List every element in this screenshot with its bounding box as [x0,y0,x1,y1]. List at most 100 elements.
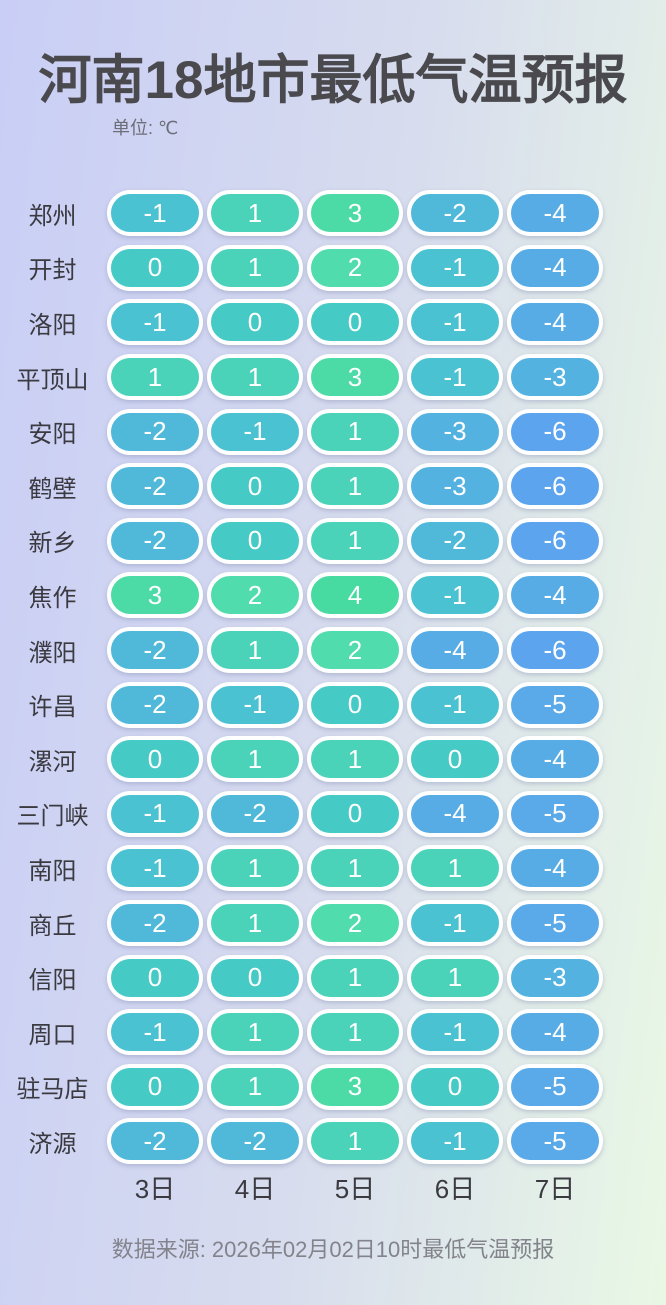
temp-cell: 0 [105,954,205,1001]
table-row: 平顶山 1 1 3 -1 -3 [0,350,666,405]
temp-cell: -4 [505,572,605,619]
temp-pill: 1 [307,954,403,1001]
table-row: 安阳 -2 -1 1 -3 -6 [0,404,666,459]
temp-pill: -3 [407,408,503,455]
temp-pill: 1 [207,1009,303,1056]
temp-pill: 0 [107,244,203,291]
unit-label: 单位: ℃ [112,118,179,138]
temp-cell: -2 [105,517,205,564]
temp-pill: -2 [107,627,203,674]
temp-cell: 1 [305,1118,405,1165]
temp-pill: 1 [307,845,403,892]
table-row: 洛阳 -1 0 0 -1 -4 [0,295,666,350]
temp-pill: 1 [207,190,303,237]
temp-cell: 0 [205,299,305,346]
temp-pill: 3 [307,354,403,401]
temp-pill: -5 [507,1063,603,1110]
temp-pill: 1 [407,845,503,892]
temp-pill: -1 [407,1009,503,1056]
temp-pill: -2 [207,790,303,837]
city-label: 许昌 [28,694,77,722]
temp-cell: -2 [105,408,205,455]
city-label: 南阳 [28,857,77,885]
temp-cell: -1 [405,354,505,401]
temp-cell: -2 [205,790,305,837]
temp-cell: 1 [305,845,405,892]
temp-pill: -3 [507,954,603,1001]
table-row: 驻马店 0 1 3 0 -5 [0,1060,666,1115]
temp-cell: -1 [105,845,205,892]
temp-cell: -6 [505,408,605,455]
temp-cell: -5 [505,1118,605,1165]
temp-pill: -6 [507,627,603,674]
temp-cell: 1 [105,354,205,401]
temp-pill: 1 [307,1118,403,1165]
temp-pill: -5 [507,1118,603,1165]
temp-pill: -4 [507,299,603,346]
city-label: 信阳 [28,967,77,995]
temp-cell: 2 [305,627,405,674]
city-label: 三门峡 [16,803,89,831]
day-label: 3日 [134,1174,176,1204]
table-row: 开封 0 1 2 -1 -4 [0,241,666,296]
temp-pill: 1 [107,354,203,401]
temp-pill: -5 [507,790,603,837]
temp-cell: -3 [405,463,505,510]
temp-pill: -4 [507,572,603,619]
table-row: 济源 -2 -2 1 -1 -5 [0,1114,666,1169]
temp-pill: 1 [207,1063,303,1110]
temp-cell: -3 [505,954,605,1001]
temp-pill: -1 [107,790,203,837]
temp-cell: -3 [505,354,605,401]
page-title: 河南18地市最低气温预报 [38,51,628,110]
temp-cell: 3 [305,1063,405,1110]
temp-cell: -1 [405,900,505,947]
temp-pill: -1 [207,681,303,728]
temp-pill: 0 [307,681,403,728]
temp-cell: -5 [505,790,605,837]
table-row: 三门峡 -1 -2 0 -4 -5 [0,787,666,842]
temp-pill: -4 [507,845,603,892]
temp-pill: 0 [207,299,303,346]
temp-cell: -1 [405,572,505,619]
temp-cell: -2 [405,190,505,237]
temp-pill: 1 [307,736,403,783]
temp-pill: -1 [407,900,503,947]
table-row: 鹤壁 -2 0 1 -3 -6 [0,459,666,514]
temp-pill: 1 [207,354,303,401]
temp-pill: -6 [507,517,603,564]
temp-cell: 0 [105,244,205,291]
temp-pill: 1 [207,900,303,947]
temp-pill: 2 [307,627,403,674]
temp-pill: -1 [107,845,203,892]
city-label: 商丘 [28,912,77,940]
temp-cell: -5 [505,1063,605,1110]
day-label: 7日 [534,1174,576,1204]
temp-pill: 1 [307,1009,403,1056]
temp-pill: 1 [307,517,403,564]
temp-pill: 0 [207,954,303,1001]
temp-pill: 1 [407,954,503,1001]
temp-cell: -1 [405,244,505,291]
temp-pill: -1 [407,244,503,291]
temp-cell: -4 [505,244,605,291]
temp-cell: 3 [105,572,205,619]
temp-cell: -1 [105,790,205,837]
temp-pill: 0 [407,1063,503,1110]
temp-cell: 1 [205,1063,305,1110]
temp-pill: -2 [407,190,503,237]
temp-pill: -1 [407,681,503,728]
temp-pill: -4 [407,790,503,837]
temp-cell: -2 [205,1118,305,1165]
temp-pill: 0 [207,463,303,510]
temp-cell: -5 [505,681,605,728]
temp-pill: 0 [107,736,203,783]
temp-pill: 3 [307,1063,403,1110]
day-label: 4日 [234,1174,276,1204]
temp-pill: 2 [207,572,303,619]
temp-cell: -2 [405,517,505,564]
city-label: 洛阳 [28,311,77,339]
city-label: 驻马店 [16,1076,89,1104]
temp-pill: -6 [507,408,603,455]
